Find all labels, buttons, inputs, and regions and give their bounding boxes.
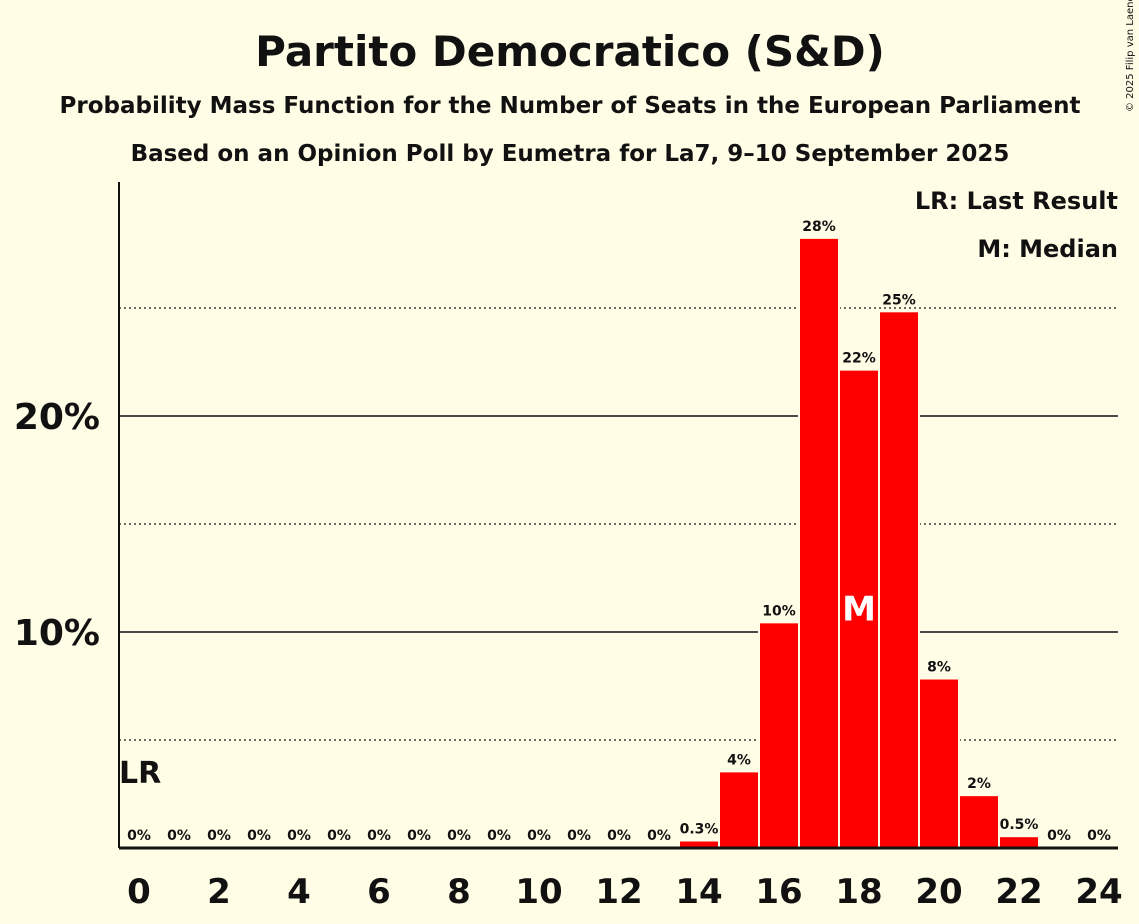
data-label-seat-16: 10% <box>762 603 796 619</box>
data-label-seat-10: 0% <box>527 828 551 844</box>
x-tick-label: 6 <box>367 872 391 912</box>
bar-seat-22 <box>1000 837 1038 848</box>
data-label-seat-4: 0% <box>287 828 311 844</box>
x-tick-label: 8 <box>447 872 471 912</box>
x-tick-label: 18 <box>835 872 882 912</box>
legend-last-result: LR: Last Result <box>915 187 1118 215</box>
bar-seat-21 <box>960 796 998 848</box>
data-label-seat-3: 0% <box>247 828 271 844</box>
data-label-seat-1: 0% <box>167 828 191 844</box>
y-tick-label: 20% <box>14 397 100 438</box>
median-marker: M <box>842 589 876 629</box>
bar-seat-16 <box>760 623 798 848</box>
x-tick-label: 24 <box>1075 872 1122 912</box>
data-label-seat-20: 8% <box>927 660 951 676</box>
x-tick-label: 10 <box>515 872 562 912</box>
data-label-seat-24: 0% <box>1087 828 1111 844</box>
x-tick-label: 0 <box>127 872 151 912</box>
data-label-seat-14: 0.3% <box>680 822 719 838</box>
chart-subtitle-2: Based on an Opinion Poll by Eumetra for … <box>131 141 1010 167</box>
data-label-seat-8: 0% <box>447 828 471 844</box>
data-label-seat-2: 0% <box>207 828 231 844</box>
x-tick-label: 20 <box>915 872 962 912</box>
data-label-seat-11: 0% <box>567 828 591 844</box>
copyright: © 2025 Filip van Laenen <box>1125 0 1136 112</box>
x-tick-label: 12 <box>595 872 642 912</box>
data-label-seat-18: 22% <box>842 351 876 367</box>
x-tick-label: 2 <box>207 872 231 912</box>
bar-seat-19 <box>880 312 918 848</box>
bar-seat-20 <box>920 679 958 848</box>
y-tick-label: 10% <box>14 613 100 654</box>
data-label-seat-0: 0% <box>127 828 151 844</box>
x-tick-label: 16 <box>755 872 802 912</box>
data-label-seat-23: 0% <box>1047 828 1071 844</box>
data-label-seat-7: 0% <box>407 828 431 844</box>
chart-subtitle-1: Probability Mass Function for the Number… <box>60 93 1081 119</box>
data-label-seat-22: 0.5% <box>1000 817 1039 833</box>
data-label-seat-15: 4% <box>727 752 751 768</box>
data-label-seat-9: 0% <box>487 828 511 844</box>
bar-seat-14 <box>680 841 718 848</box>
data-label-seat-5: 0% <box>327 828 351 844</box>
x-tick-label: 22 <box>995 872 1042 912</box>
bar-seat-17 <box>800 238 838 848</box>
data-label-seat-21: 2% <box>967 776 991 792</box>
data-label-seat-13: 0% <box>647 828 671 844</box>
data-label-seat-12: 0% <box>607 828 631 844</box>
last-result-marker: LR <box>119 756 161 791</box>
x-tick-label: 14 <box>675 872 722 912</box>
x-tick-label: 4 <box>287 872 311 912</box>
legend-median: M: Median <box>977 235 1118 263</box>
data-label-seat-17: 28% <box>802 219 836 235</box>
data-label-seat-6: 0% <box>367 828 391 844</box>
data-label-seat-19: 25% <box>882 292 916 308</box>
chart-title: Partito Democratico (S&D) <box>255 27 885 76</box>
bar-seat-18 <box>840 370 878 848</box>
bar-seat-15 <box>720 772 758 848</box>
